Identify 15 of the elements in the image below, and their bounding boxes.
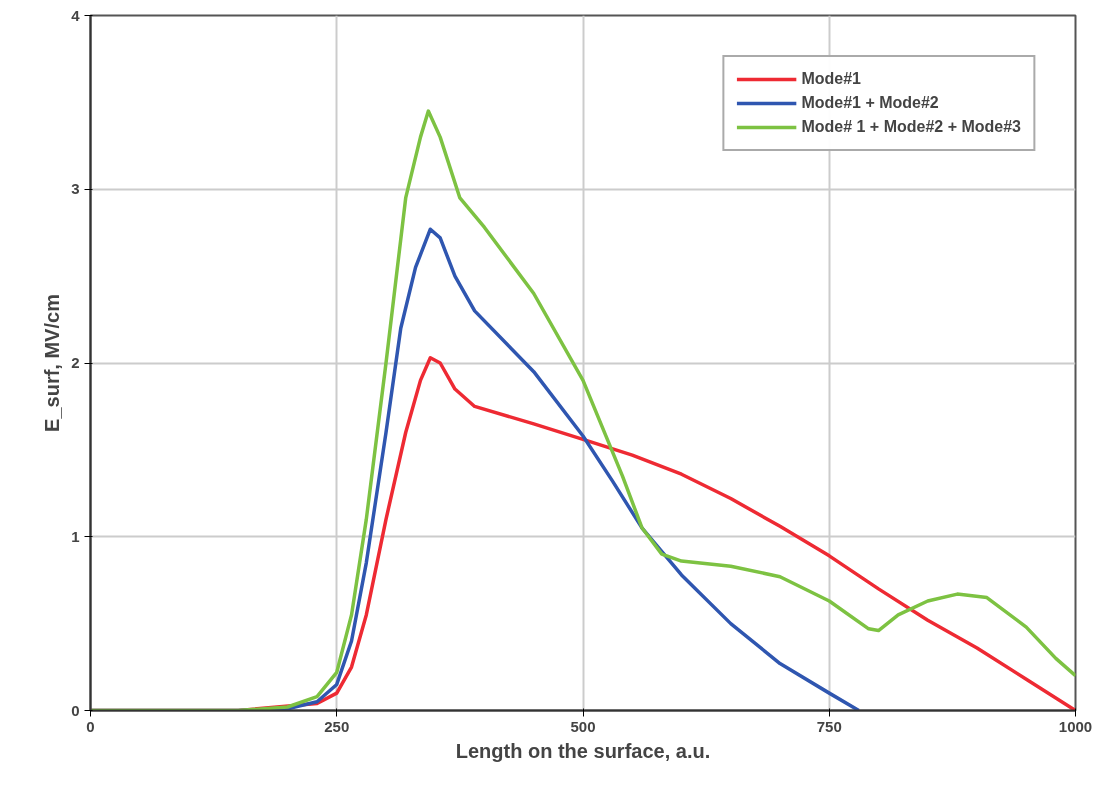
y-tick-label: 1: [71, 527, 80, 545]
y-tick-label: 3: [71, 180, 80, 198]
legend-label: Mode# 1 + Mode#2 + Mode#3: [801, 118, 1021, 136]
y-tick-label: 0: [71, 701, 80, 719]
y-axis-title: E_surf, MV/cm: [41, 294, 64, 432]
legend-label: Mode#1: [801, 70, 861, 88]
x-tick-label: 1000: [1058, 717, 1093, 735]
x-tick-label: 250: [324, 717, 350, 735]
x-tick-label: 0: [86, 717, 95, 735]
x-tick-label: 500: [570, 717, 596, 735]
x-axis-title: Length on the surface, a.u.: [455, 739, 711, 762]
y-tick-label: 2: [71, 354, 80, 371]
x-tick-label: 750: [816, 717, 842, 735]
legend-label: Mode#1 + Mode#2: [801, 94, 939, 112]
y-tick-label: 4: [71, 6, 81, 24]
